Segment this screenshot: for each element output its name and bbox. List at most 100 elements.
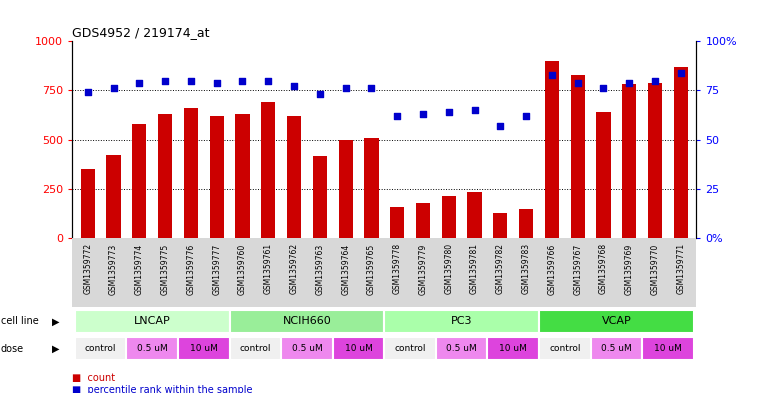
Text: LNCAP: LNCAP [134,316,170,326]
Text: cell line: cell line [1,316,39,326]
Text: dose: dose [1,344,24,354]
Bar [230,337,281,360]
Bar [390,207,404,238]
Text: control: control [549,344,581,353]
Bar [209,116,224,238]
Text: GSM1359774: GSM1359774 [135,243,144,294]
Text: 10 uM: 10 uM [189,344,218,353]
Text: GSM1359771: GSM1359771 [677,243,686,294]
Text: GSM1359762: GSM1359762 [289,243,298,294]
Text: GSM1359764: GSM1359764 [341,243,350,294]
Text: GDS4952 / 219174_at: GDS4952 / 219174_at [72,26,210,39]
Bar [126,337,178,360]
Point [520,113,532,119]
Bar [519,209,533,238]
Bar [313,156,327,238]
Bar [184,108,198,238]
Text: GSM1359773: GSM1359773 [109,243,118,294]
Text: GSM1359783: GSM1359783 [521,243,530,294]
Bar [75,337,126,360]
Text: 0.5 uM: 0.5 uM [446,344,477,353]
Point [211,79,223,86]
Point [339,85,352,92]
Text: PC3: PC3 [451,316,473,326]
Text: GSM1359763: GSM1359763 [315,243,324,294]
Text: GSM1359777: GSM1359777 [212,243,221,294]
Bar [132,124,146,238]
Text: GSM1359765: GSM1359765 [367,243,376,294]
Bar [597,112,610,238]
Bar [416,203,430,238]
Point [81,89,94,95]
Point [107,85,119,92]
Text: GSM1359766: GSM1359766 [547,243,556,294]
Bar [230,310,384,333]
Text: GSM1359772: GSM1359772 [83,243,92,294]
Bar [539,337,591,360]
Text: ■  percentile rank within the sample: ■ percentile rank within the sample [72,385,253,393]
Point [675,70,687,76]
Bar [591,337,642,360]
Point [288,83,300,90]
Bar [107,155,121,238]
Point [314,91,326,97]
Text: GSM1359775: GSM1359775 [161,243,170,294]
Text: GSM1359769: GSM1359769 [625,243,634,294]
Point [572,79,584,86]
Text: 10 uM: 10 uM [345,344,372,353]
Bar [436,337,488,360]
Text: GSM1359761: GSM1359761 [264,243,272,294]
Text: control: control [240,344,271,353]
Bar [539,310,694,333]
Text: ▶: ▶ [52,344,59,354]
Point [443,109,455,115]
Text: 0.5 uM: 0.5 uM [137,344,167,353]
Text: GSM1359779: GSM1359779 [419,243,428,294]
Point [391,113,403,119]
Point [185,77,197,84]
Point [417,111,429,117]
Text: control: control [85,344,116,353]
Text: GSM1359776: GSM1359776 [186,243,196,294]
Bar [178,337,230,360]
Bar [333,337,384,360]
Text: control: control [394,344,426,353]
Bar [642,337,694,360]
Text: GSM1359781: GSM1359781 [470,243,479,294]
Bar [467,191,482,238]
Text: GSM1359778: GSM1359778 [393,243,402,294]
Bar [75,310,230,333]
Bar [235,114,250,238]
Text: GSM1359780: GSM1359780 [444,243,454,294]
Point [623,79,635,86]
Bar [158,114,172,238]
Bar [648,83,662,238]
Text: GSM1359767: GSM1359767 [573,243,582,294]
Text: ▶: ▶ [52,316,59,326]
Text: GSM1359768: GSM1359768 [599,243,608,294]
Bar [493,213,508,238]
Bar [545,61,559,238]
Bar [622,84,636,238]
Point [237,77,249,84]
Point [649,77,661,84]
Bar [365,138,378,238]
Point [133,79,145,86]
Point [159,77,171,84]
Point [597,85,610,92]
Text: GSM1359770: GSM1359770 [651,243,660,294]
Text: 0.5 uM: 0.5 uM [291,344,323,353]
Point [263,77,275,84]
Text: ■  count: ■ count [72,373,116,383]
Point [494,123,506,129]
Bar [488,337,539,360]
Bar [673,67,688,238]
Point [546,72,558,78]
Bar [261,102,275,238]
Point [469,107,481,113]
Text: VCAP: VCAP [601,316,632,326]
Bar [287,116,301,238]
Text: GSM1359760: GSM1359760 [238,243,247,294]
Text: 0.5 uM: 0.5 uM [601,344,632,353]
Bar [281,337,333,360]
